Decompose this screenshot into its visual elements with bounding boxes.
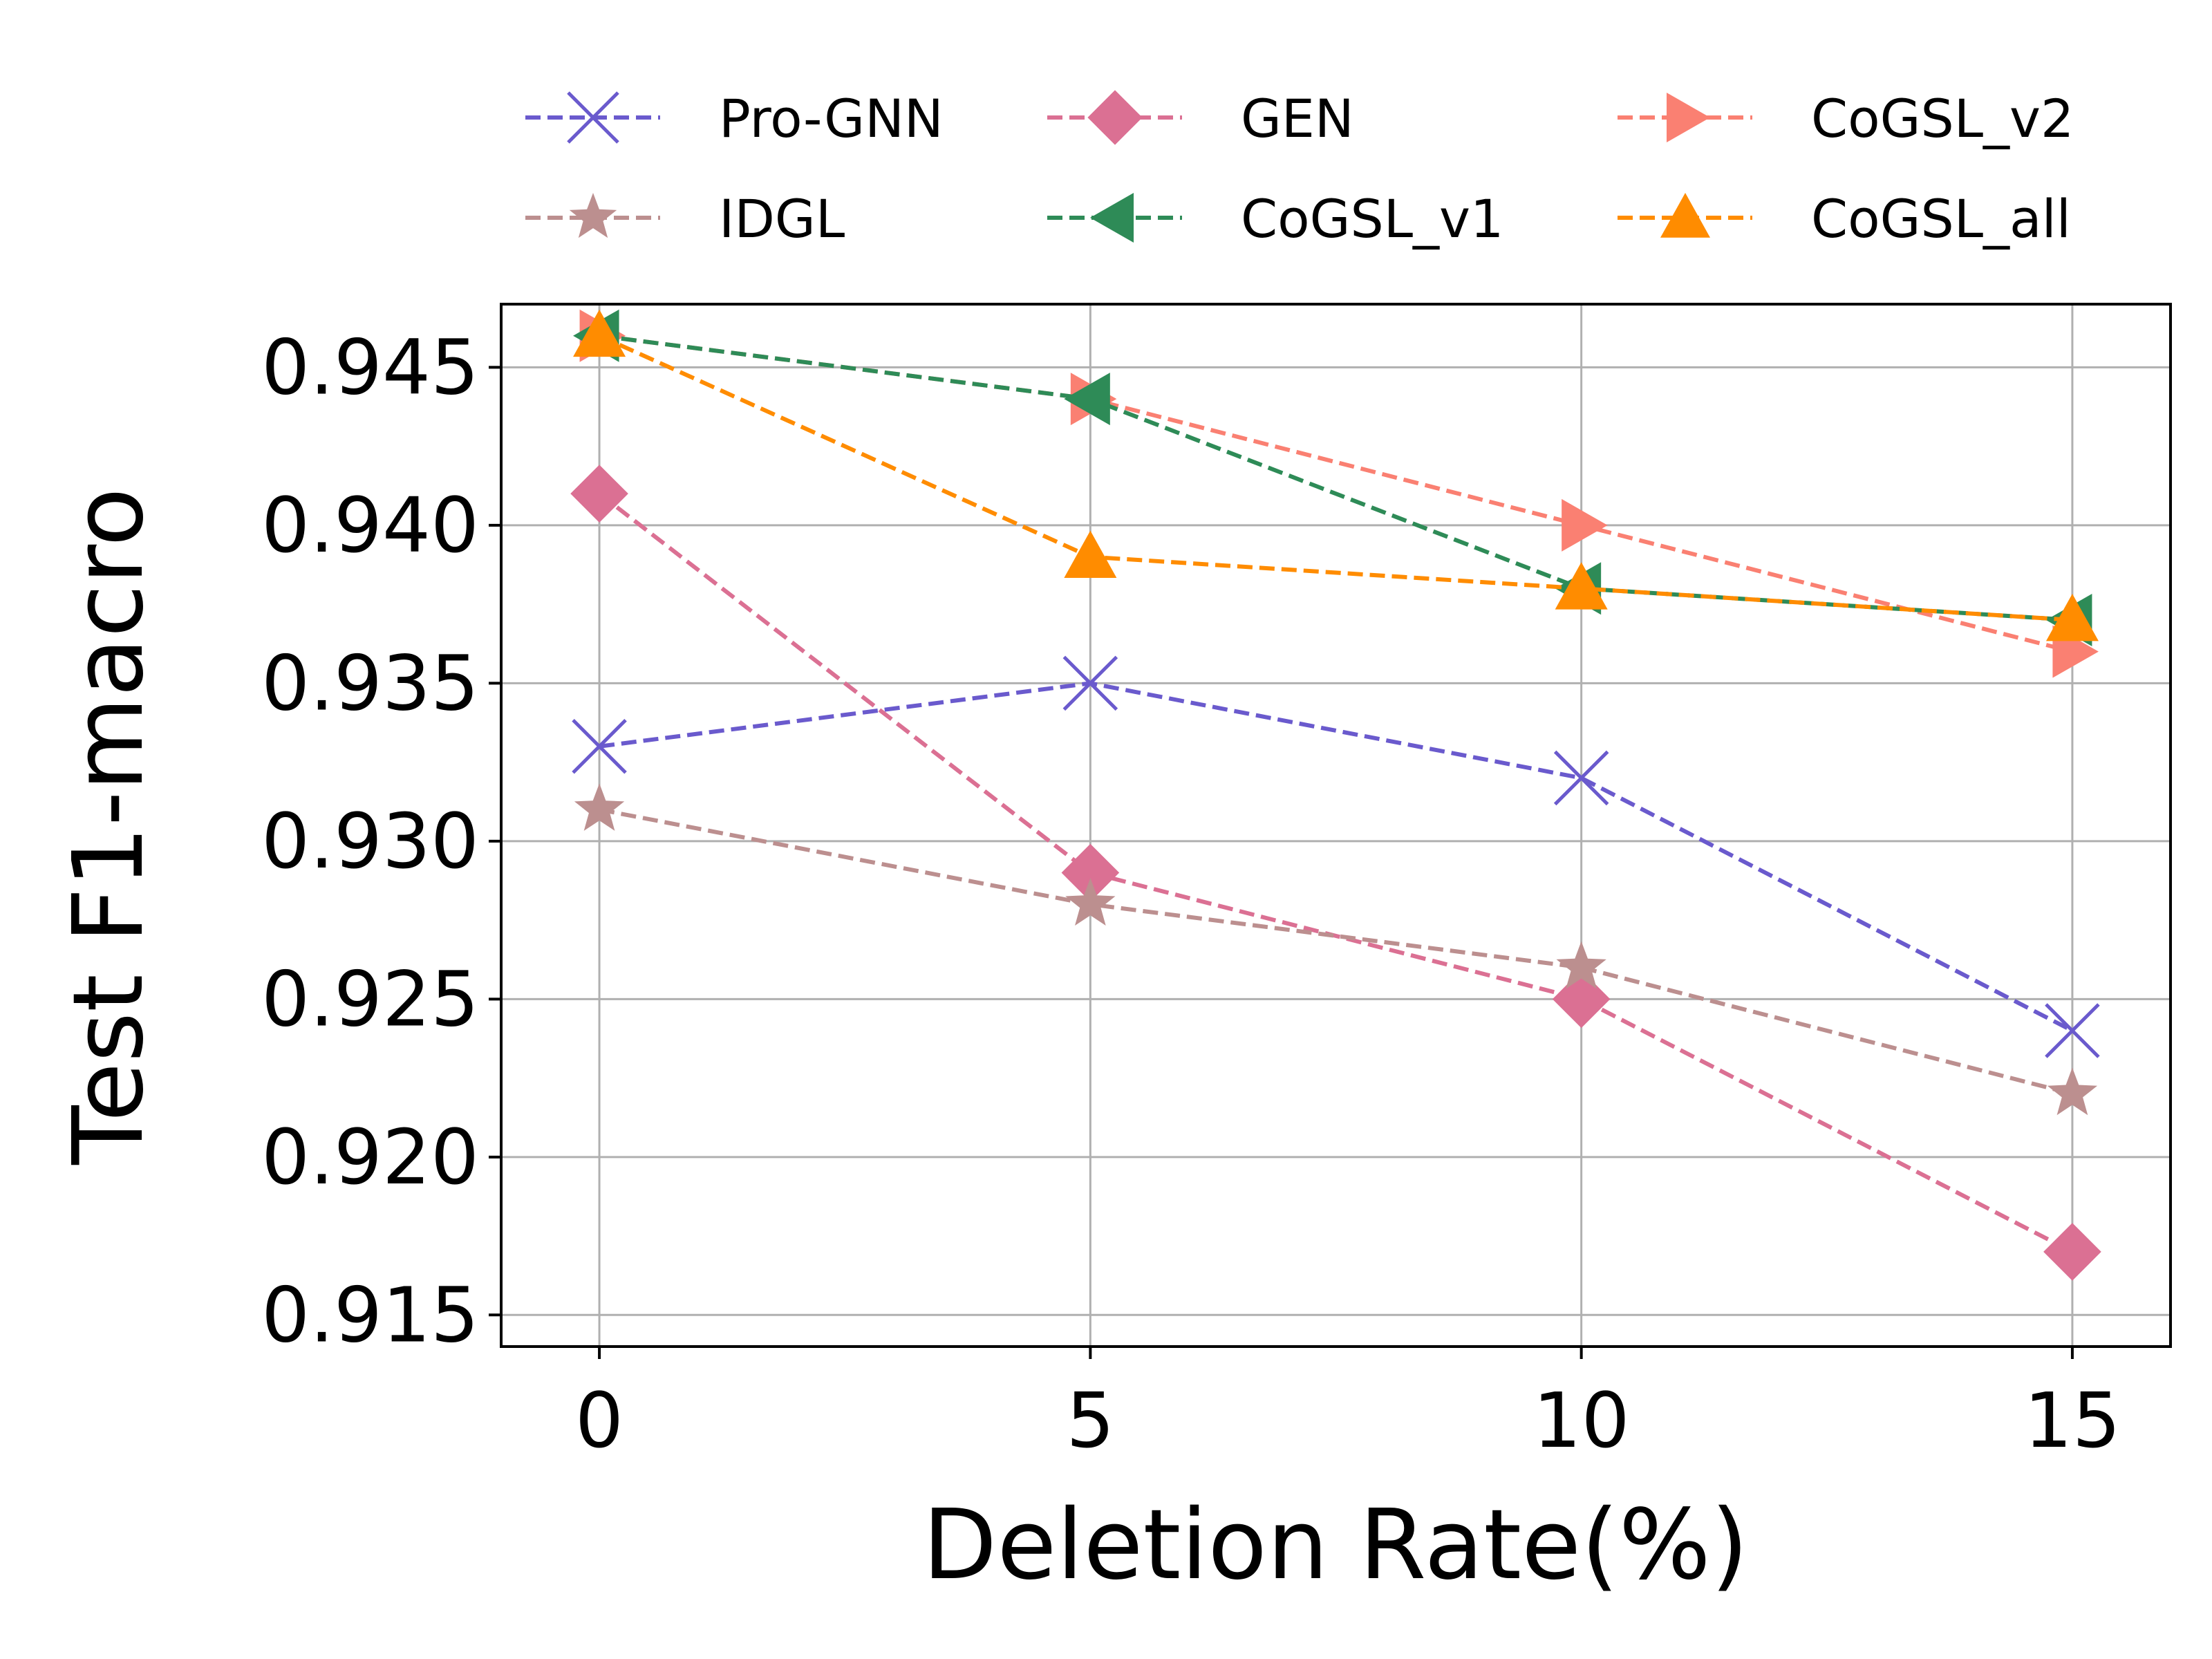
legend-entry-gen: GEN <box>1047 88 1354 149</box>
legend-label-idgl: IDGL <box>719 188 845 250</box>
series-line-pro-gnn <box>599 681 2074 1033</box>
data-point-cogsl-all <box>1064 530 1117 578</box>
legend-label-cogsl-v2: CoGSL_v2 <box>1811 88 2074 149</box>
legend-entry-pro-gnn: Pro-GNN <box>525 88 944 149</box>
plot-frame <box>500 303 2172 1348</box>
legend-marker-cogsl-all <box>1660 193 1710 238</box>
y-axis-title: Test F1-macro <box>53 487 165 1165</box>
x-tick-label: 5 <box>1066 1376 1114 1465</box>
series-line-cogsl-all <box>598 333 2073 622</box>
series-cogsl-all <box>573 309 2099 641</box>
x-tick-label: 10 <box>1533 1376 1630 1465</box>
series-line-gen <box>598 491 2074 1254</box>
axis-ticks: 0 5 10 15 0.915 0.920 0.925 0.930 0.935 0.940 0.94… <box>261 323 2121 1465</box>
legend: Pro-GNN GEN CoGSL_v2 IDGL CoGSL_v1 CoGSL_all <box>525 88 2074 250</box>
legend-label-pro-gnn: Pro-GNN <box>719 88 944 149</box>
data-point-gen <box>570 465 628 523</box>
series-line-idgl <box>599 807 2073 1096</box>
data-point-idgl <box>2047 1067 2098 1116</box>
legend-label-gen: GEN <box>1241 88 1354 149</box>
x-tick-label: 0 <box>575 1376 624 1465</box>
data-point-idgl <box>1065 878 1116 926</box>
legend-marker-pro-gnn <box>567 91 619 144</box>
legend-entry-cogsl-v1: CoGSL_v1 <box>1047 188 1503 250</box>
y-tick-label: 0.945 <box>261 323 479 411</box>
y-tick-label: 0.930 <box>261 797 479 885</box>
y-tick-label: 0.940 <box>261 481 479 570</box>
legend-marker-gen <box>1087 90 1143 145</box>
series-pro-gnn <box>572 655 2100 1058</box>
y-tick-label: 0.920 <box>261 1113 479 1201</box>
x-tick-label: 15 <box>2024 1376 2121 1465</box>
x-axis-title: Deletion Rate(%) <box>923 1489 1749 1602</box>
y-tick-label: 0.915 <box>261 1271 479 1359</box>
data-point-idgl <box>574 783 625 831</box>
series-idgl <box>574 783 2098 1116</box>
legend-entry-idgl: IDGL <box>525 188 845 250</box>
data-point-pro-gnn <box>572 718 627 774</box>
data-point-idgl <box>1556 941 1606 989</box>
legend-marker-cogsl-v2 <box>1667 93 1710 142</box>
data-point-cogsl-all <box>2045 593 2099 641</box>
y-tick-label: 0.925 <box>261 955 479 1043</box>
data-point-gen <box>2043 1223 2101 1281</box>
data-point-cogsl-v1 <box>1064 373 1110 426</box>
legend-marker-idgl <box>569 193 617 238</box>
data-point-pro-gnn <box>1553 750 1609 806</box>
data-point-pro-gnn <box>1062 655 1118 711</box>
data-point-pro-gnn <box>2045 1003 2100 1058</box>
legend-label-cogsl-all: CoGSL_all <box>1811 188 2071 250</box>
series-layer <box>570 309 2101 1281</box>
data-point-gen <box>1552 970 1611 1029</box>
data-point-cogsl-v2 <box>1562 498 1608 552</box>
data-point-gen <box>1061 843 1120 902</box>
legend-label-cogsl-v1: CoGSL_v1 <box>1241 188 1503 250</box>
series-gen <box>570 465 2101 1281</box>
y-tick-label: 0.935 <box>261 639 479 727</box>
grid <box>501 304 2171 1347</box>
data-point-cogsl-all <box>573 309 626 357</box>
legend-marker-cogsl-v1 <box>1090 193 1134 243</box>
series-line-cogsl-v1 <box>599 333 2073 622</box>
data-point-cogsl-all <box>1555 562 1608 610</box>
legend-entry-cogsl-v2: CoGSL_v2 <box>1618 88 2074 149</box>
legend-entry-cogsl-all: CoGSL_all <box>1618 188 2071 250</box>
